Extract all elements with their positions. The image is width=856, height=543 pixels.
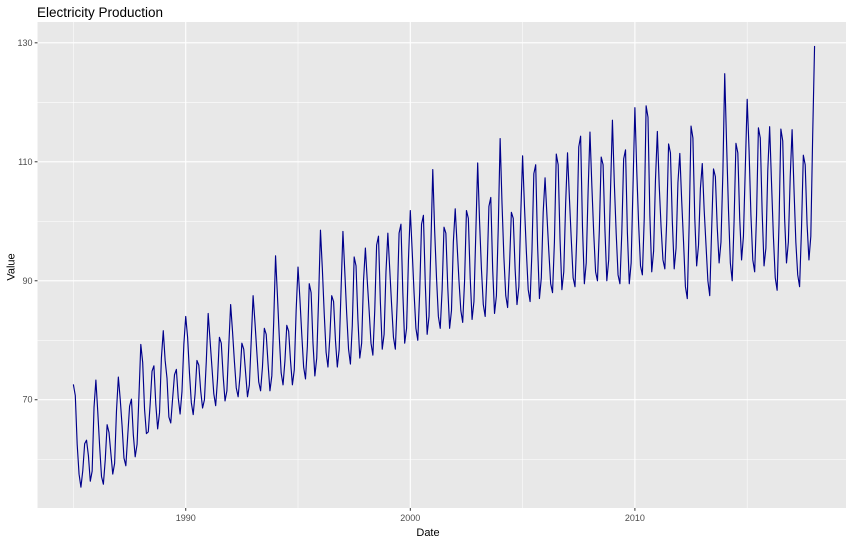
y-tick-label: 70 (22, 395, 32, 405)
x-tick-label: 1990 (176, 513, 196, 523)
x-tick-label: 2010 (625, 513, 645, 523)
electricity-production-line (72, 45, 816, 488)
y-tick-label: 90 (22, 276, 32, 286)
chart-title: Electricity Production (37, 5, 164, 20)
y-axis-title: Value (5, 253, 18, 281)
y-tick-label: 110 (18, 157, 32, 167)
panel-background (37, 22, 846, 508)
x-tick-label: 2000 (400, 513, 420, 523)
y-tick-label: 130 (17, 38, 32, 48)
x-axis-title: Date (416, 527, 440, 539)
